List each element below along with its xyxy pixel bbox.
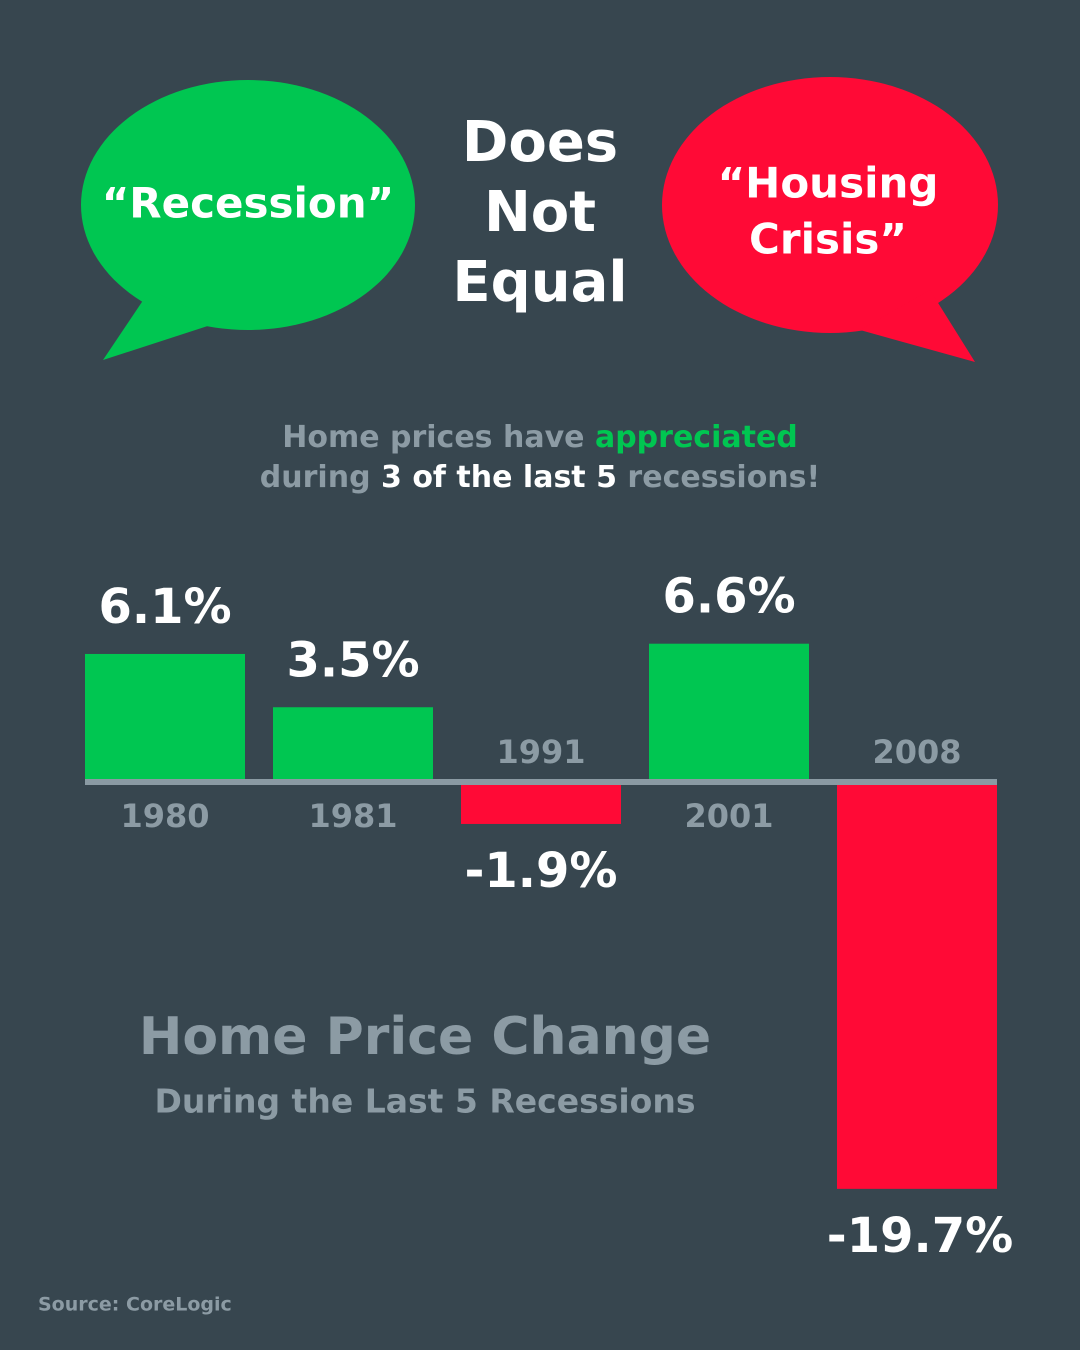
heading: Equal	[452, 250, 627, 315]
value-label: -19.7%	[827, 1208, 1013, 1264]
category-label: 2001	[684, 797, 773, 835]
value-label: -1.9%	[464, 843, 617, 899]
heading: Not	[484, 180, 596, 245]
bubble-text: “Recession”	[102, 179, 395, 228]
bar	[649, 643, 809, 779]
value-label: 3.5%	[286, 632, 419, 688]
bubble-shape	[662, 77, 998, 333]
chart-subtitle: During the Last 5 Recessions	[154, 1082, 695, 1121]
source: Source: CoreLogic	[38, 1294, 232, 1316]
bubble-tail	[103, 290, 220, 360]
intro-text: during	[260, 460, 371, 495]
bar	[85, 653, 245, 779]
chart-title: Home Price Change	[139, 1007, 711, 1067]
category-label: 1980	[120, 797, 209, 835]
bar	[837, 785, 997, 1189]
left-bubble: “Recession”	[81, 80, 415, 360]
bubble-text: “Housing	[718, 159, 939, 208]
bar	[461, 785, 621, 824]
value-label: 6.1%	[98, 579, 231, 635]
category-label: 1981	[308, 797, 397, 835]
intro-highlight: appreciated	[595, 420, 798, 455]
bar	[273, 707, 433, 779]
intro-text: Home prices have	[282, 420, 584, 455]
value-label: 6.6%	[662, 569, 795, 625]
intro-text: recessions!	[627, 460, 820, 495]
intro-highlight: 3 of the last 5	[381, 460, 617, 495]
bubble-text: Crisis”	[749, 215, 907, 264]
right-bubble: “Housing Crisis”	[662, 77, 998, 362]
intro-line: Home prices have appreciated	[282, 420, 798, 455]
heading: Does	[462, 110, 618, 175]
category-label: 2008	[872, 733, 961, 771]
bubble-shape	[81, 80, 415, 330]
bubble-tail	[860, 290, 975, 362]
intro-line: during 3 of the last 5 recessions!	[260, 460, 820, 495]
category-label: 1991	[496, 733, 585, 771]
